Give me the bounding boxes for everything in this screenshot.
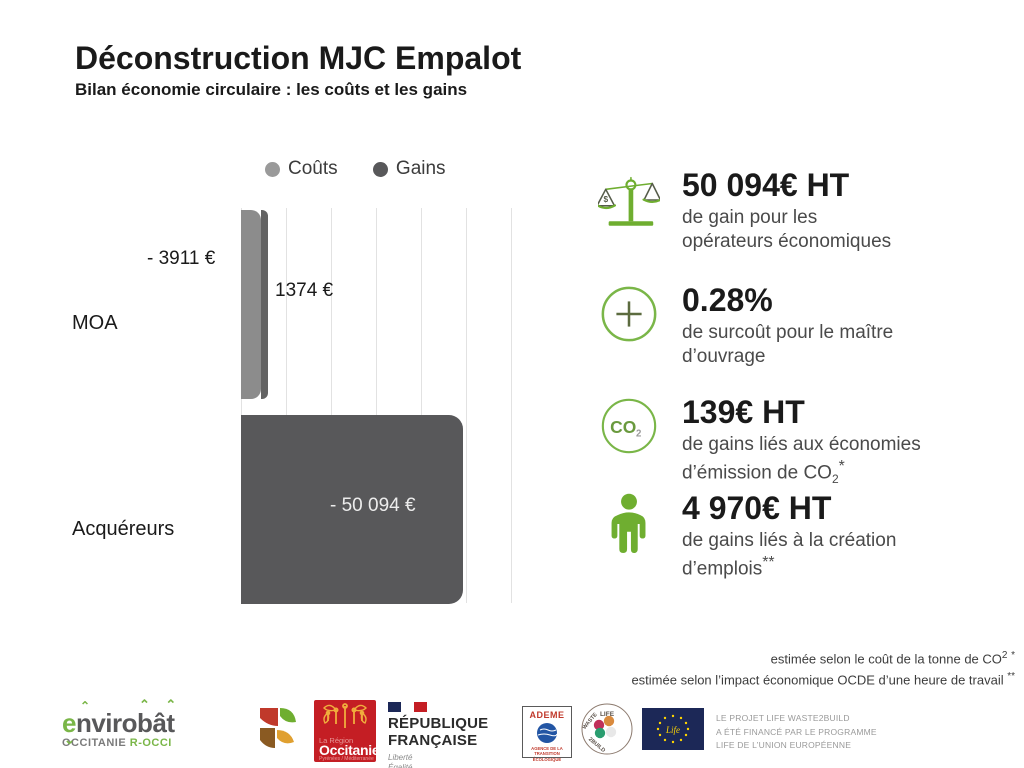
svg-text:2: 2 (636, 429, 641, 440)
svg-text:CO: CO (610, 417, 636, 437)
svg-text:LIFE: LIFE (600, 711, 615, 718)
svg-text:$: $ (603, 195, 608, 204)
svg-text:Life: Life (665, 725, 680, 735)
